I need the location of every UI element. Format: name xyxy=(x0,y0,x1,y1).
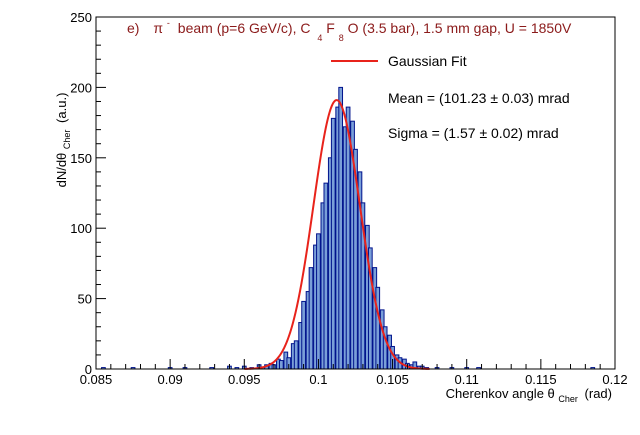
x-tick-label-0: 0.085 xyxy=(80,372,113,387)
legend-fit-label: Gaussian Fit xyxy=(388,53,467,69)
x-tick-label-5: 0.11 xyxy=(455,372,479,387)
title-particle: π xyxy=(153,20,163,36)
y-tick-label-5: 250 xyxy=(70,10,92,25)
title-prefix: e) xyxy=(127,20,139,36)
plot-frame xyxy=(95,16,616,370)
x-axis-title: Cherenkov angle θ Cher (rad) xyxy=(446,386,612,405)
x-ticks: 0.085 0.09 0.095 0.1 0.105 0.11 0.115 0.12 xyxy=(80,359,628,387)
x-tick-label-6: 0.115 xyxy=(525,372,557,387)
x-tick-label-1: 0.09 xyxy=(157,372,182,387)
histogram-bin-26 xyxy=(316,233,321,370)
histogram-bin-42 xyxy=(375,286,381,370)
x-tick-label-3: 0.1 xyxy=(309,372,327,387)
x-tick-label-2: 0.095 xyxy=(228,372,261,387)
x-axis-title-sub: Cher xyxy=(558,394,578,404)
y-tick-label-3: 150 xyxy=(70,151,92,166)
histogram-bin-24 xyxy=(308,267,314,370)
histogram-bin-32 xyxy=(338,86,344,370)
x-axis-title-main: Cherenkov angle θ xyxy=(446,386,555,401)
histogram-bin-22 xyxy=(301,300,306,370)
histogram-bin-28 xyxy=(323,182,329,370)
y-tick-label-1: 50 xyxy=(78,292,92,307)
y-axis-title-unit: (a.u.) xyxy=(54,93,69,123)
y-axis-title-main: dN/dθ xyxy=(54,153,69,188)
y-tick-label-2: 100 xyxy=(70,221,92,236)
y-ticks: 0 50 100 150 200 250 xyxy=(70,10,106,377)
x-axis-title-unit: (rad) xyxy=(585,386,612,401)
histogram-bin-20 xyxy=(293,340,299,370)
title-rest: O (3.5 bar), 1.5 mm gap, U = 1850V xyxy=(348,20,572,36)
x-tick-label-7: 0.12 xyxy=(602,372,627,387)
y-tick-label-0: 0 xyxy=(85,362,92,377)
histogram-bin-34 xyxy=(345,106,351,370)
x-tick-label-4: 0.105 xyxy=(376,372,409,387)
y-tick-label-4: 200 xyxy=(70,80,92,95)
gaussian-fit-curve xyxy=(244,99,430,370)
title-beam: beam (p=6 GeV/c), C xyxy=(178,20,311,36)
title-particle-sup: - xyxy=(167,18,170,28)
title-fluorine: F xyxy=(326,20,335,36)
title-sub-carbon: 4 xyxy=(317,33,322,43)
histogram-bin-30 xyxy=(330,117,336,370)
legend-sigma-text: Sigma = (1.57 ± 0.02) mrad xyxy=(388,125,559,141)
title-sub-fluorine: 8 xyxy=(339,33,344,43)
y-axis-title-sub: Cher xyxy=(62,130,72,150)
histogram-bin-16 xyxy=(279,360,284,370)
y-axis-title: dN/dθ Cher (a.u.) xyxy=(54,93,73,188)
fit-curve-group xyxy=(244,99,430,370)
legend-mean-text: Mean = (101.23 ± 0.03) mrad xyxy=(388,90,570,106)
chart-title: e) π - beam (p=6 GeV/c), C 4 F 8 O (3.5 … xyxy=(127,13,572,44)
